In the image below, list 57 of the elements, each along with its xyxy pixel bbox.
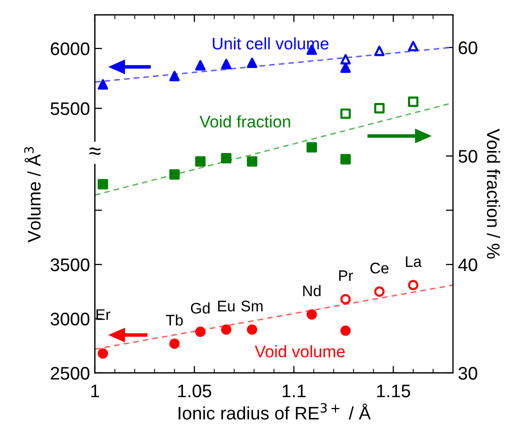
y-axis-title: Volume / Å$^{3}$: [24, 147, 41, 242]
y2-tick-label: 40: [458, 258, 478, 272]
y2-tick-label: 60: [458, 41, 478, 54]
point: [340, 325, 351, 336]
annotation: Sm: [241, 300, 263, 312]
x-tick-label: 1.15: [377, 384, 410, 398]
series-label: Void fraction: [200, 115, 290, 128]
point: [246, 156, 258, 167]
point: [195, 326, 206, 337]
annotation: Gd: [190, 302, 210, 314]
annotation: Er: [96, 309, 110, 320]
y-tick-label: 3500: [50, 258, 90, 272]
point: [340, 108, 351, 119]
annotation: Tb: [166, 314, 183, 326]
x-axis-title: Ionic radius of RE$^{3+}$ / Å: [178, 403, 371, 420]
point: [306, 142, 317, 153]
point: [246, 58, 258, 68]
annotation: ≈: [89, 148, 100, 155]
annotation: Pr: [339, 270, 353, 281]
x-tick-label: 1.1: [282, 384, 306, 398]
x-tick-label: 1: [91, 384, 100, 398]
point: [306, 309, 317, 320]
point: [374, 103, 385, 114]
point: [98, 348, 108, 359]
point: [408, 96, 418, 107]
point: [98, 79, 108, 90]
point: [195, 156, 206, 167]
y2-axis-title: Void fraction / %: [486, 128, 500, 259]
point: [221, 58, 232, 70]
point: [408, 40, 418, 52]
point: [374, 46, 385, 56]
y2-tick-label: 50: [458, 150, 478, 163]
point: [374, 286, 385, 297]
annotation: Eu: [218, 300, 235, 312]
point: [169, 169, 180, 180]
x-tick-label: 1.05: [178, 384, 212, 398]
point: [221, 324, 232, 335]
point: [408, 280, 418, 290]
y2-tick-label: 30: [458, 366, 478, 380]
y3-tick-label: 6000: [50, 42, 90, 56]
series-label: Unit cell volume: [212, 37, 328, 50]
y-tick-label: 2500: [50, 366, 90, 380]
point: [169, 70, 180, 82]
annotation: La: [406, 256, 422, 267]
point: [340, 154, 351, 164]
point: [98, 178, 108, 190]
annotation: Ce: [370, 262, 388, 274]
point: [195, 60, 206, 70]
point: [246, 324, 258, 335]
point: [340, 54, 351, 64]
point: [221, 152, 232, 164]
series-label: Void volume: [254, 345, 345, 358]
annotation: Nd: [303, 285, 321, 296]
point: [340, 294, 351, 304]
point: [169, 338, 180, 349]
y-tick-label: 3000: [50, 312, 90, 326]
y3-tick-label: 5500: [50, 102, 90, 116]
